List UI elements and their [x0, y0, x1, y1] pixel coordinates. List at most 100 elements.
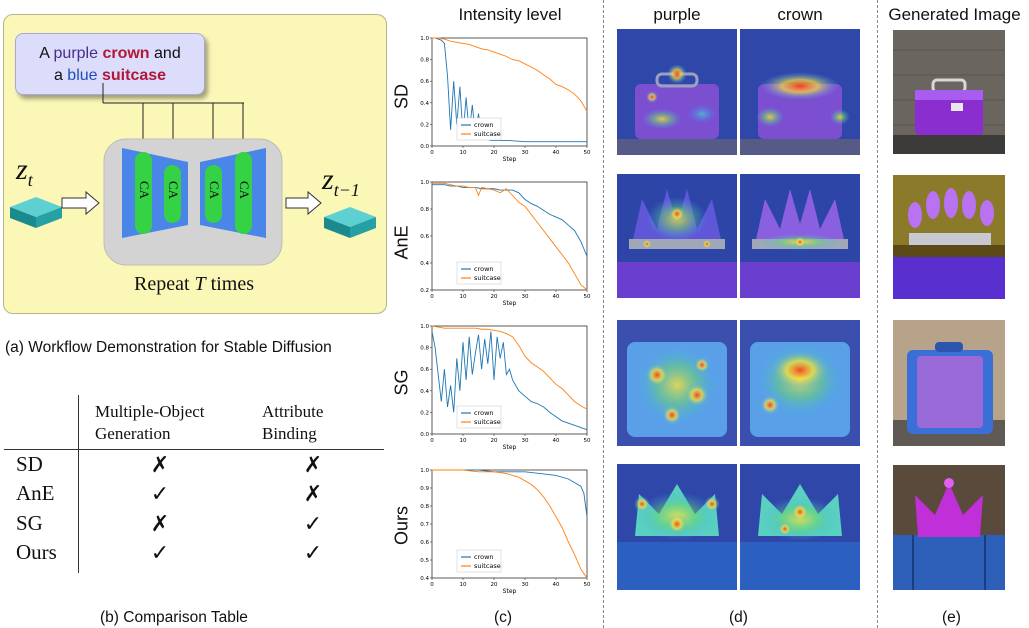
legend-label: crown	[474, 553, 494, 561]
y-tick-label: 0.2	[420, 122, 429, 128]
x-tick-label: 20	[491, 150, 498, 156]
y-tick-label: 0.5	[420, 558, 429, 564]
mark-sg-binding: ✓	[303, 511, 323, 536]
y-tick-label: 0.9	[420, 486, 429, 492]
plot-area	[431, 37, 588, 147]
heatmap-ane-crown	[740, 174, 860, 298]
ca-label: CA	[166, 181, 181, 200]
latent-cube-zt-minus-1	[324, 207, 376, 238]
y-tick-label: 1.0	[420, 324, 429, 330]
y-tick-label: 0.2	[420, 410, 429, 416]
heatmap-sg-purple	[617, 320, 737, 446]
flow-arrow	[285, 190, 322, 216]
text-prompt-box: A purple crown and a blue suitcase	[15, 33, 205, 95]
caption-b: (b) Comparison Table	[100, 609, 248, 626]
prompt-word-crown: crown	[102, 45, 150, 62]
y-tick-label: 0.0	[420, 432, 429, 438]
x-axis-label: Step	[503, 156, 517, 163]
mark-sd-binding: ✗	[303, 452, 323, 477]
y-tick-label: 0.8	[420, 58, 429, 64]
y-tick-label: 0.4	[420, 576, 429, 582]
y-tick-label: 0.6	[420, 540, 429, 546]
y-tick-label: 0.7	[420, 522, 429, 528]
x-tick-label: 30	[522, 582, 529, 588]
series-line-suitcase	[431, 325, 588, 410]
heatmap-ours-crown	[740, 464, 860, 590]
x-tick-label: 50	[584, 438, 591, 444]
prompt-word-blue: blue	[67, 67, 98, 84]
y-tick-label: 0.6	[420, 367, 429, 373]
row-method-ours: Ours	[16, 540, 57, 564]
unet-diagram	[10, 83, 376, 266]
caption-c: (c)	[494, 609, 513, 626]
series-line-crown	[432, 37, 587, 143]
row-method-sg: SG	[16, 511, 43, 535]
intensity-chart-sg: 0 10 20 30 40 50 0.0 0.2 0.4 0.6 0.8 1.0 Step crown su…	[412, 320, 597, 457]
caption-e: (e)	[942, 609, 961, 626]
header-generated: Generated Image	[888, 5, 1021, 24]
prompt-word-purple: purple	[53, 45, 98, 62]
y-tick-label: 0.4	[420, 389, 429, 395]
table-horizontal-rule	[4, 449, 384, 450]
series-line-crown	[431, 331, 588, 431]
heatmap-ours-purple	[617, 464, 737, 590]
x-tick-label: 0	[430, 294, 434, 300]
y-tick-label: 1.0	[420, 468, 429, 474]
heatmap-sg-crown	[740, 320, 860, 446]
repeat-label: Repeat T times	[134, 273, 254, 295]
x-tick-label: 40	[553, 150, 560, 156]
y-tick-label: 1.0	[420, 180, 429, 186]
ca-block	[135, 152, 152, 234]
x-tick-label: 30	[522, 150, 529, 156]
row-label-sg: SG	[391, 369, 412, 396]
y-tick-label: 1.0	[420, 36, 429, 42]
x-tick-label: 40	[553, 294, 560, 300]
x-tick-label: 40	[553, 438, 560, 444]
table-vertical-rule	[78, 395, 79, 573]
z-t-minus-1-label: zt−1	[322, 163, 360, 200]
ca-block	[235, 152, 252, 234]
legend-label: suitcase	[474, 274, 501, 282]
row-method-ane: AnE	[16, 481, 55, 505]
x-tick-label: 30	[522, 438, 529, 444]
heatmap-sd-crown	[740, 29, 860, 155]
generated-image-sg	[893, 320, 1005, 446]
y-tick-label: 0.0	[420, 144, 429, 150]
header-intensity: Intensity level	[458, 5, 562, 24]
legend-label: crown	[474, 409, 494, 417]
prompt-word-suitcase: suitcase	[102, 67, 167, 84]
comparison-table: Multiple-Object Generation Attribute Bindi…	[0, 395, 390, 580]
series-line-suitcase	[432, 182, 588, 291]
mark-sd-multi: ✗	[150, 452, 170, 477]
caption-a: (a) Workflow Demonstration for Stable Di…	[5, 339, 332, 356]
y-tick-label: 0.2	[420, 288, 429, 294]
y-tick-label: 0.8	[420, 504, 429, 510]
header-purple: purple	[653, 5, 701, 24]
intensity-chart-sd: 0 10 20 30 40 50 0.0 0.2 0.4 0.6 0.8 1.0 Step crown su…	[412, 32, 597, 169]
x-axis-label: Step	[503, 444, 517, 451]
legend-label: suitcase	[474, 418, 501, 426]
workflow-panel: A purple crown and a blue suitcase	[3, 14, 387, 314]
flow-arrow	[61, 190, 100, 216]
legend-label: suitcase	[474, 562, 501, 570]
x-tick-label: 0	[430, 438, 434, 444]
y-tick-label: 0.8	[420, 207, 429, 213]
mark-ane-binding: ✗	[303, 481, 323, 506]
caption-d: (d)	[729, 609, 748, 626]
generated-image-ane	[893, 175, 1005, 299]
x-tick-label: 50	[584, 294, 591, 300]
mark-ane-multi: ✓	[150, 481, 170, 506]
series-line-suitcase	[432, 469, 588, 579]
row-label-sd: SD	[391, 84, 412, 110]
generated-image-ours	[893, 465, 1005, 590]
ca-label: CA	[207, 181, 222, 200]
plot-area	[431, 181, 588, 291]
legend-label: suitcase	[474, 130, 501, 138]
legend-label: crown	[474, 121, 494, 129]
header-multi-object: Multiple-Object Generation	[95, 402, 205, 443]
heatmap-sd-purple	[617, 29, 737, 155]
x-tick-label: 30	[522, 294, 529, 300]
x-tick-label: 0	[430, 582, 434, 588]
ca-label: CA	[137, 181, 152, 200]
series-line-suitcase	[432, 37, 588, 112]
